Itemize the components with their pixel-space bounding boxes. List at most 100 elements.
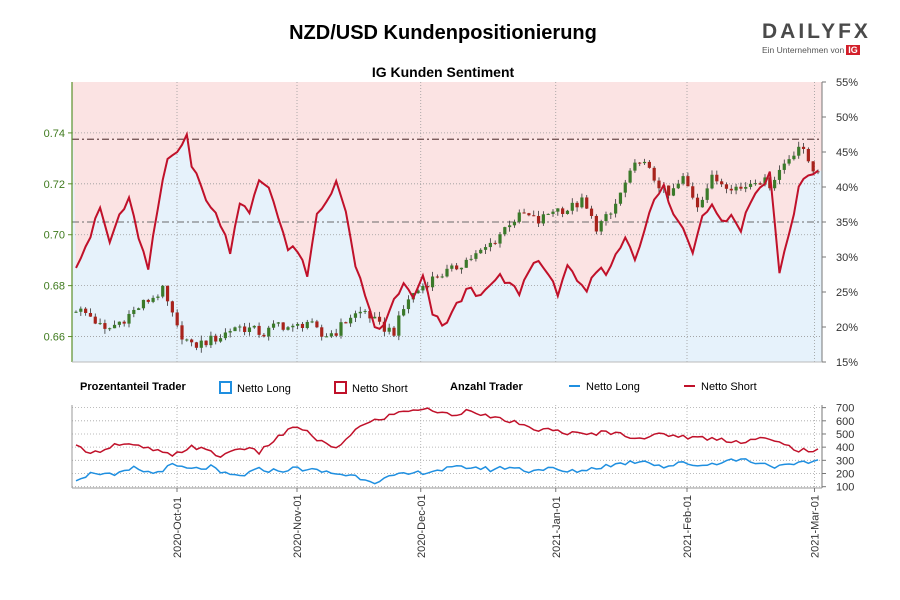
candle-body [700,199,704,208]
left-axis-tick-label: 0.72 [44,179,65,191]
candle-body [570,202,574,211]
count-axis-tick-label: 600 [836,416,854,428]
candle-body [623,182,627,193]
candle-body [744,186,748,189]
candle-body [695,197,700,208]
candle-body [522,212,526,214]
candle-body [541,214,545,224]
candle-body [715,174,719,182]
candle-body [734,186,738,191]
candle-body [455,265,459,270]
candle-body [594,215,598,232]
chart-subtitle: IG Kunden Sentiment [371,64,515,80]
netto-short-count-swatch [684,385,695,387]
candle-body [503,227,507,235]
candle-body [459,267,464,270]
candle-body [161,285,165,297]
x-axis-tick-label: 2021-Feb-01 [682,495,694,558]
candle-body [604,214,608,222]
candle-body [377,316,382,322]
candle-body [402,309,406,316]
candle-body [329,333,333,337]
candle-body [724,184,729,189]
candle-body [88,312,93,317]
candle-body [324,336,329,338]
candle-body [426,286,430,288]
logo-tagline: Ein Unternehmen von IG [762,45,872,55]
candle-body [238,326,242,328]
count-axis-tick-label: 200 [836,469,854,481]
candle-body [416,290,420,294]
candle-body [228,331,232,333]
candle-body [652,167,656,181]
candle-body [363,310,367,312]
candle-body [146,299,150,302]
candle-body [676,183,680,189]
candle-body [710,174,714,189]
candle-body [141,299,146,309]
candle-body [440,276,444,278]
candle-body [797,146,801,156]
candle-body [777,169,782,180]
candle-body [599,221,603,232]
candle-body [243,326,247,332]
candle-body [445,268,449,277]
candle-body [638,162,642,164]
candle-body [276,322,280,324]
candle-body [763,177,767,185]
candle-body [498,234,502,244]
candle-body [218,338,223,342]
candle-body [353,313,358,318]
right-axis-tick-label: 40% [836,182,858,194]
candle-body [271,323,276,328]
left-axis-tick-label: 0.74 [44,128,65,140]
candle-body [84,308,88,313]
candle-body [79,308,83,312]
candle-body [474,253,478,259]
candle-body [190,339,194,343]
candle-body [156,296,160,298]
candle-body [614,203,618,214]
candle-body [532,215,536,217]
x-axis-tick-label: 2020-Oct-01 [172,497,184,558]
candle-body [527,213,531,216]
right-axis-tick-label: 15% [836,357,858,369]
short-area-fill [72,82,822,329]
right-axis-tick-label: 55% [836,77,858,89]
candle-body [112,324,117,329]
count-panel-background [72,405,822,488]
candle-body [773,179,777,189]
candle-body [508,225,512,228]
candle-body [464,259,468,268]
legend-netto-long-pct: Netto Long [219,381,291,395]
x-axis-tick-label: 2021-Jan-01 [551,496,563,558]
candle-body [792,155,796,160]
candle-body [628,170,632,183]
candle-body [252,325,256,328]
candle-body [247,327,252,332]
candle-body [488,242,492,248]
candle-body [720,181,724,185]
candle-body [223,332,227,339]
candle-body [536,215,541,224]
right-axis-tick-label: 35% [836,217,858,229]
candle-body [214,335,218,342]
candle-body [185,339,189,341]
candle-body [74,311,78,313]
candle-body [430,276,435,288]
candle-body [705,188,709,200]
candle-body [469,258,473,260]
candle-body [811,161,815,172]
candle-body [339,322,343,336]
candle-body [647,161,651,168]
candle-body [170,301,174,313]
ig-logo: IG [846,45,860,55]
candle-body [93,316,97,324]
candle-body [132,309,136,314]
candle-body [686,176,690,187]
count-axis-tick-label: 300 [836,455,854,467]
candle-body [296,323,300,326]
candle-body [397,315,401,336]
candle-body [421,286,425,291]
candle-body [373,316,377,319]
